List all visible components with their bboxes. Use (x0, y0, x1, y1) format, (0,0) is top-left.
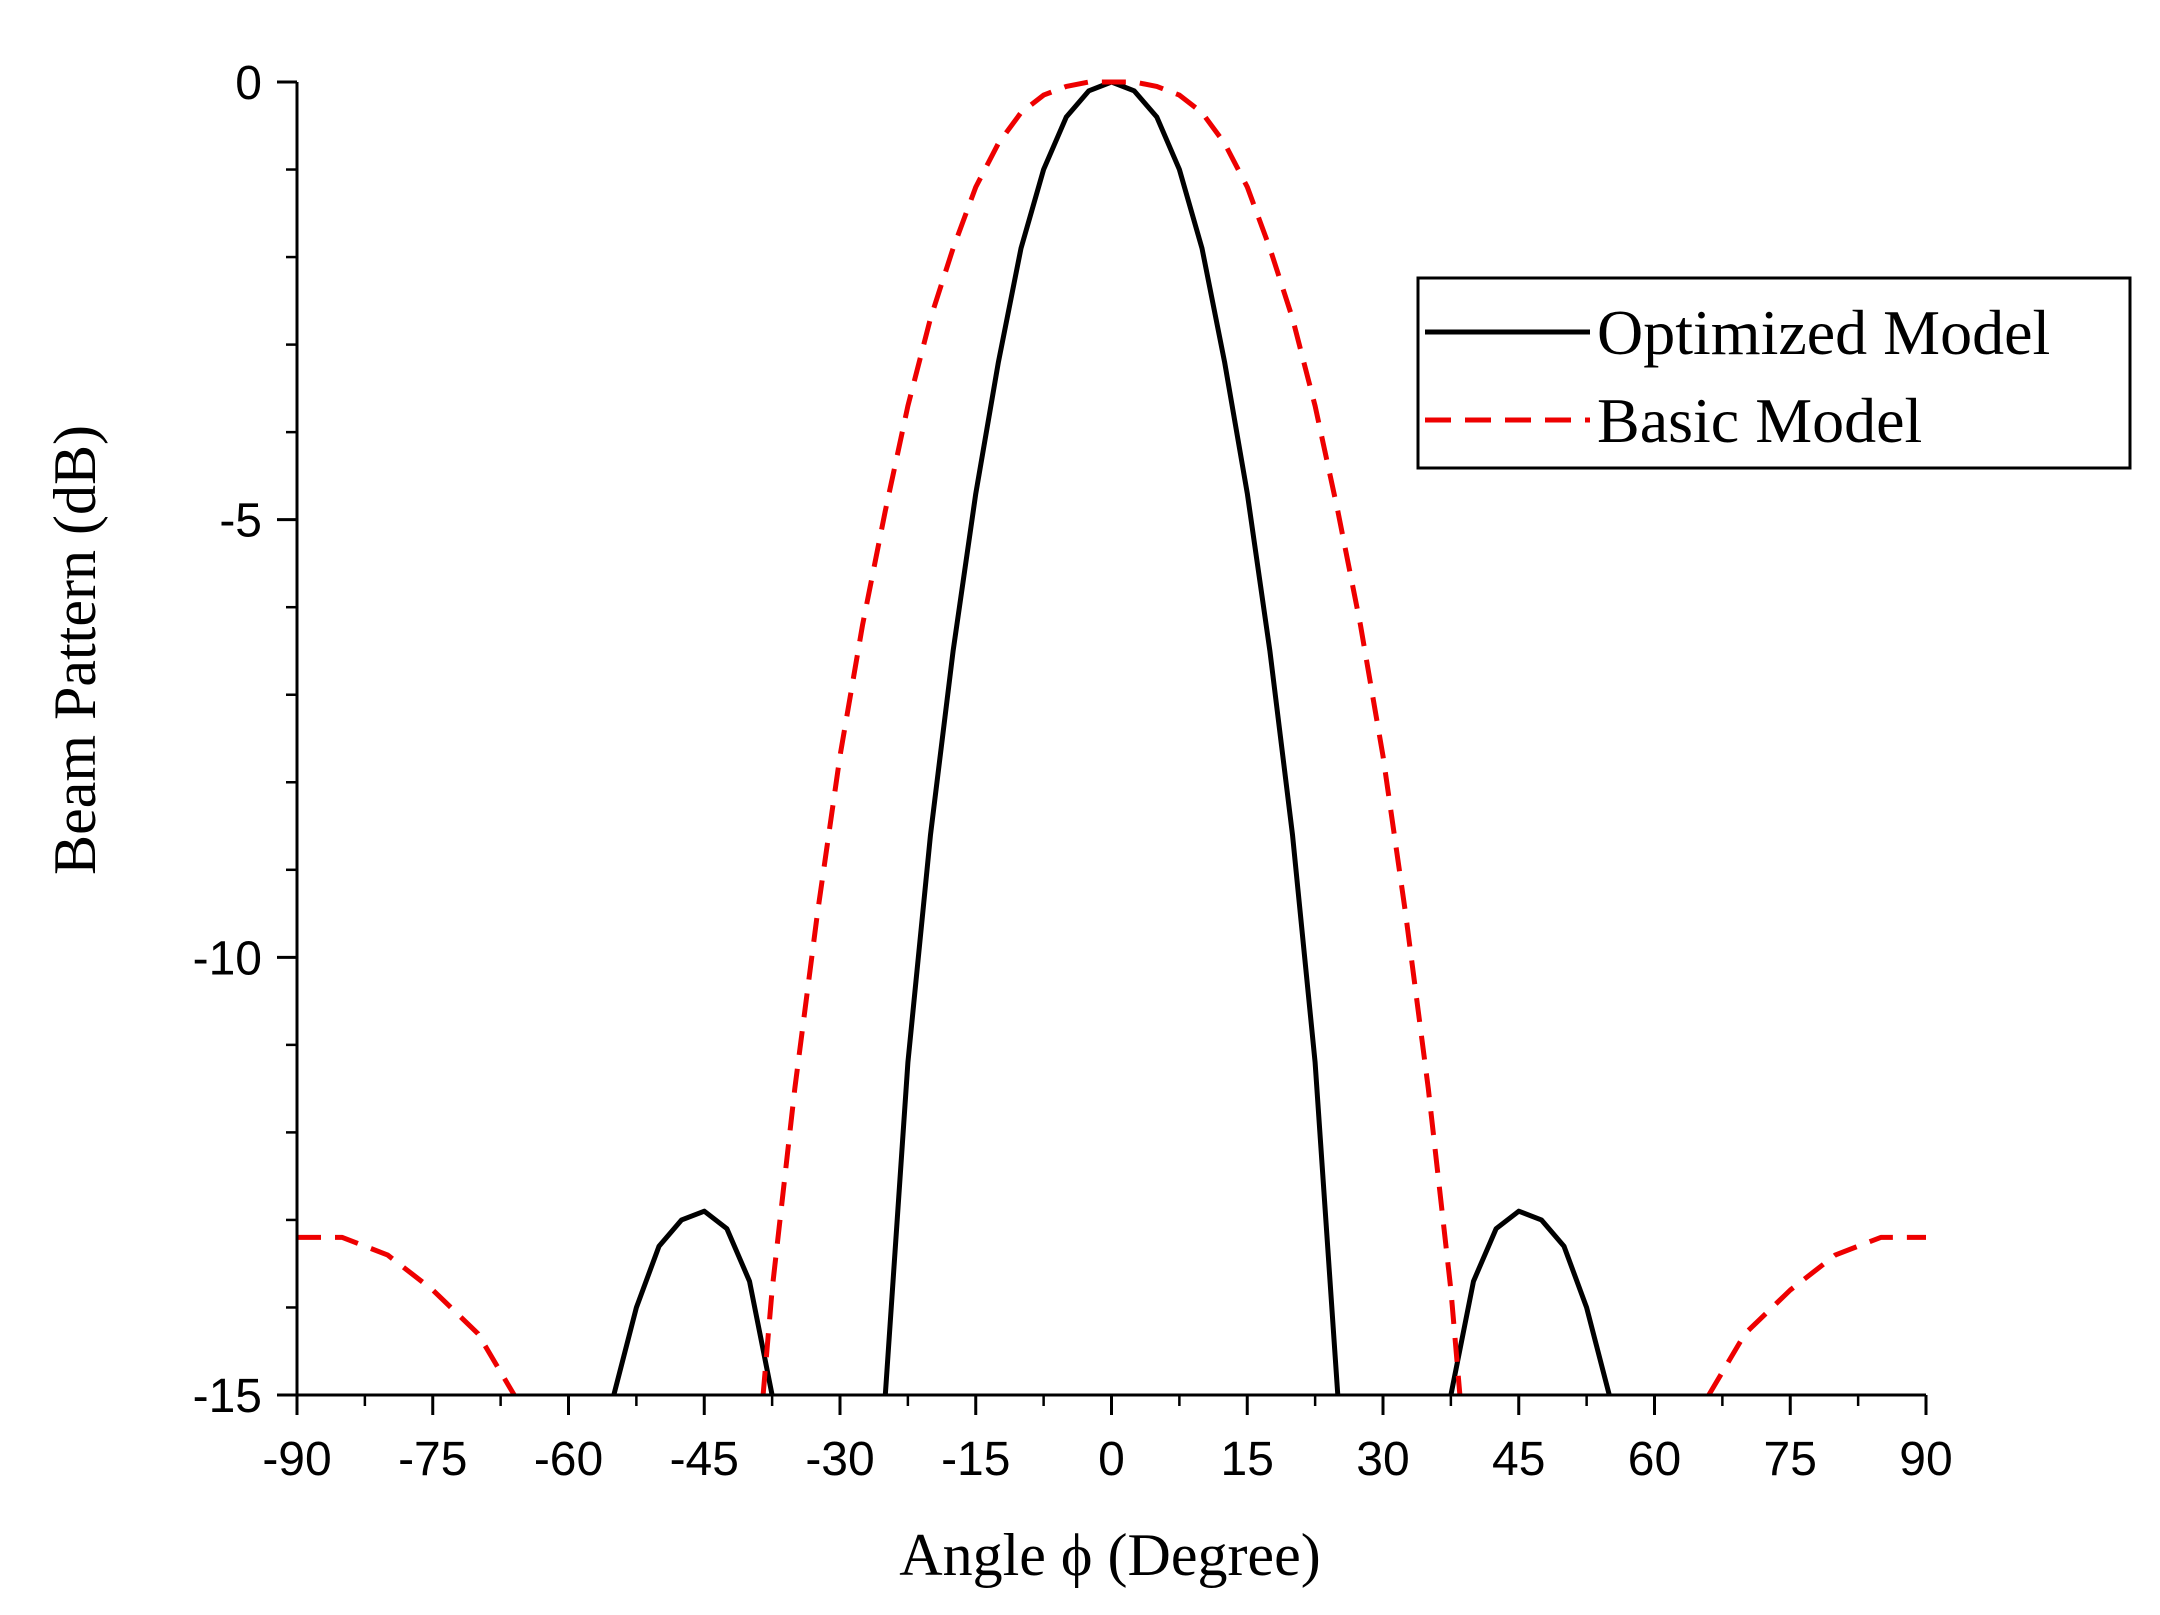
legend-box (1416, 276, 2132, 470)
y-tick-label: -10 (193, 932, 262, 985)
x-tick-label: 45 (1492, 1433, 1545, 1486)
x-tick-label: -75 (398, 1433, 467, 1486)
legend-label-optimized-model: Optimized Model (1597, 297, 2050, 368)
x-tick-label: -90 (262, 1433, 331, 1486)
series-line-basic-model (297, 1234, 517, 1397)
x-tick-label: 0 (1098, 1433, 1125, 1486)
x-tick-label: -60 (534, 1433, 603, 1486)
series-line-optimized-model (611, 1208, 775, 1396)
series-line-optimized-model (1448, 1208, 1612, 1396)
x-tick-label: -30 (805, 1433, 874, 1486)
x-tick-label: 30 (1356, 1433, 1409, 1486)
x-tick-label: -15 (941, 1433, 1010, 1486)
x-tick-label: 75 (1764, 1433, 1817, 1486)
series-line-basic-model (1706, 1234, 1926, 1397)
y-tick-label: -5 (219, 495, 262, 548)
x-tick-label: 15 (1221, 1433, 1274, 1486)
x-axis-title: Angle ϕ (Degree) (899, 1522, 1320, 1588)
plot-lines (297, 79, 1926, 1397)
x-tick-label: 60 (1628, 1433, 1681, 1486)
x-tick-label: 90 (1899, 1433, 1952, 1486)
y-tick-label: 0 (235, 57, 262, 110)
series-line-optimized-model (882, 79, 1341, 1396)
x-tick-label: -45 (670, 1433, 739, 1486)
series-line-basic-model (760, 79, 1463, 1396)
x-ticks: -90 -75 -60 -45 -30 -15 0 15 30 45 60 75 90 (262, 1395, 1953, 1486)
y-tick-label: -15 (193, 1370, 262, 1423)
y-ticks: 0 -5 -10 -15 (193, 57, 297, 1423)
y-axis-title: Beam Pattern (dB) (42, 425, 108, 875)
legend-label-basic-model: Basic Model (1597, 385, 1922, 456)
legend: Optimized Model Basic Model (1416, 276, 2132, 470)
